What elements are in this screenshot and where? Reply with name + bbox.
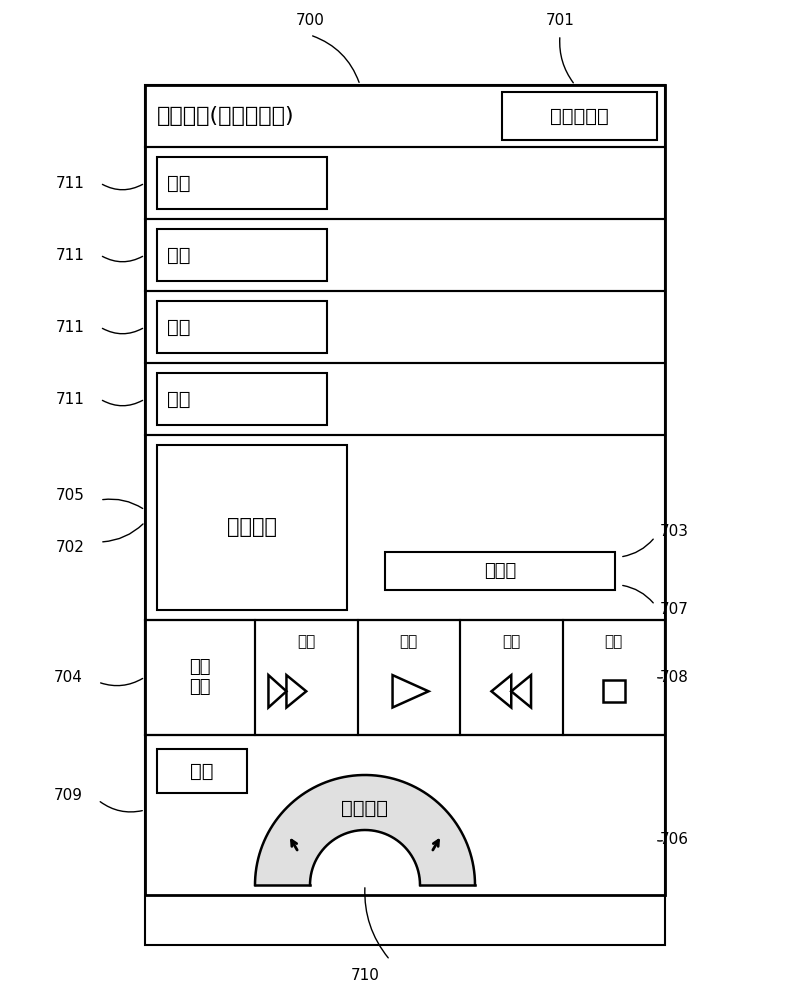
Text: 保存至主机: 保存至主机 [550, 106, 608, 125]
Text: 711: 711 [55, 176, 85, 190]
Bar [145, 435, 665, 620]
FancyArrowPatch shape [365, 888, 388, 958]
Text: 播放: 播放 [399, 635, 418, 650]
Bar [145, 735, 665, 945]
Bar [157, 157, 327, 209]
Text: 停止: 停止 [604, 635, 622, 650]
Text: 709: 709 [54, 788, 82, 802]
Bar [145, 363, 665, 435]
Bar [460, 620, 562, 735]
Bar [145, 620, 255, 735]
Text: 歌名: 歌名 [167, 245, 190, 264]
Bar [603, 680, 625, 702]
Bar [145, 85, 665, 147]
Text: 703: 703 [660, 524, 689, 540]
Bar [145, 85, 665, 895]
FancyArrowPatch shape [102, 184, 142, 190]
FancyArrowPatch shape [100, 802, 142, 812]
Text: 快退: 快退 [297, 635, 315, 650]
Text: 歌名: 歌名 [167, 174, 190, 192]
Text: 708: 708 [660, 670, 689, 684]
FancyArrowPatch shape [102, 256, 142, 262]
FancyArrowPatch shape [102, 400, 142, 406]
Polygon shape [255, 775, 475, 885]
Text: 播放
模式: 播放 模式 [190, 658, 210, 696]
Text: 707: 707 [660, 602, 689, 617]
Bar [157, 373, 327, 425]
FancyArrowPatch shape [102, 524, 143, 542]
Text: 704: 704 [54, 670, 82, 684]
Text: 进度条: 进度条 [484, 562, 516, 580]
Bar [385, 552, 615, 590]
Text: 711: 711 [55, 391, 85, 406]
FancyArrowPatch shape [102, 499, 142, 508]
Bar [145, 219, 665, 291]
Text: 711: 711 [55, 247, 85, 262]
Text: 快进: 快进 [502, 635, 520, 650]
FancyArrowPatch shape [622, 585, 654, 603]
Bar [358, 620, 460, 735]
Text: 全部歌曲(或自建歌单): 全部歌曲(或自建歌单) [157, 106, 294, 126]
FancyArrowPatch shape [101, 678, 142, 686]
Text: 音量调节: 音量调节 [342, 798, 389, 818]
Bar [157, 445, 347, 610]
FancyArrowPatch shape [313, 36, 359, 82]
Bar [157, 749, 247, 793]
Bar [157, 229, 327, 281]
Text: 706: 706 [660, 832, 689, 848]
Bar [562, 620, 665, 735]
Text: 711: 711 [55, 320, 85, 334]
FancyArrowPatch shape [102, 328, 142, 334]
Bar [145, 291, 665, 363]
Bar [145, 147, 665, 219]
Bar [157, 301, 327, 353]
Text: 700: 700 [295, 13, 325, 28]
Text: 705: 705 [55, 488, 85, 502]
Bar [502, 92, 657, 140]
Text: 返回: 返回 [190, 762, 214, 780]
Text: 710: 710 [350, 968, 379, 983]
FancyArrowPatch shape [560, 38, 574, 83]
Text: 曲目封面: 曲目封面 [227, 517, 277, 537]
Text: 歌名: 歌名 [167, 318, 190, 336]
Text: 701: 701 [546, 13, 574, 28]
Text: 歌名: 歌名 [167, 389, 190, 408]
Text: 702: 702 [55, 540, 85, 554]
Bar [145, 620, 665, 735]
FancyArrowPatch shape [622, 539, 654, 557]
Bar [255, 620, 358, 735]
